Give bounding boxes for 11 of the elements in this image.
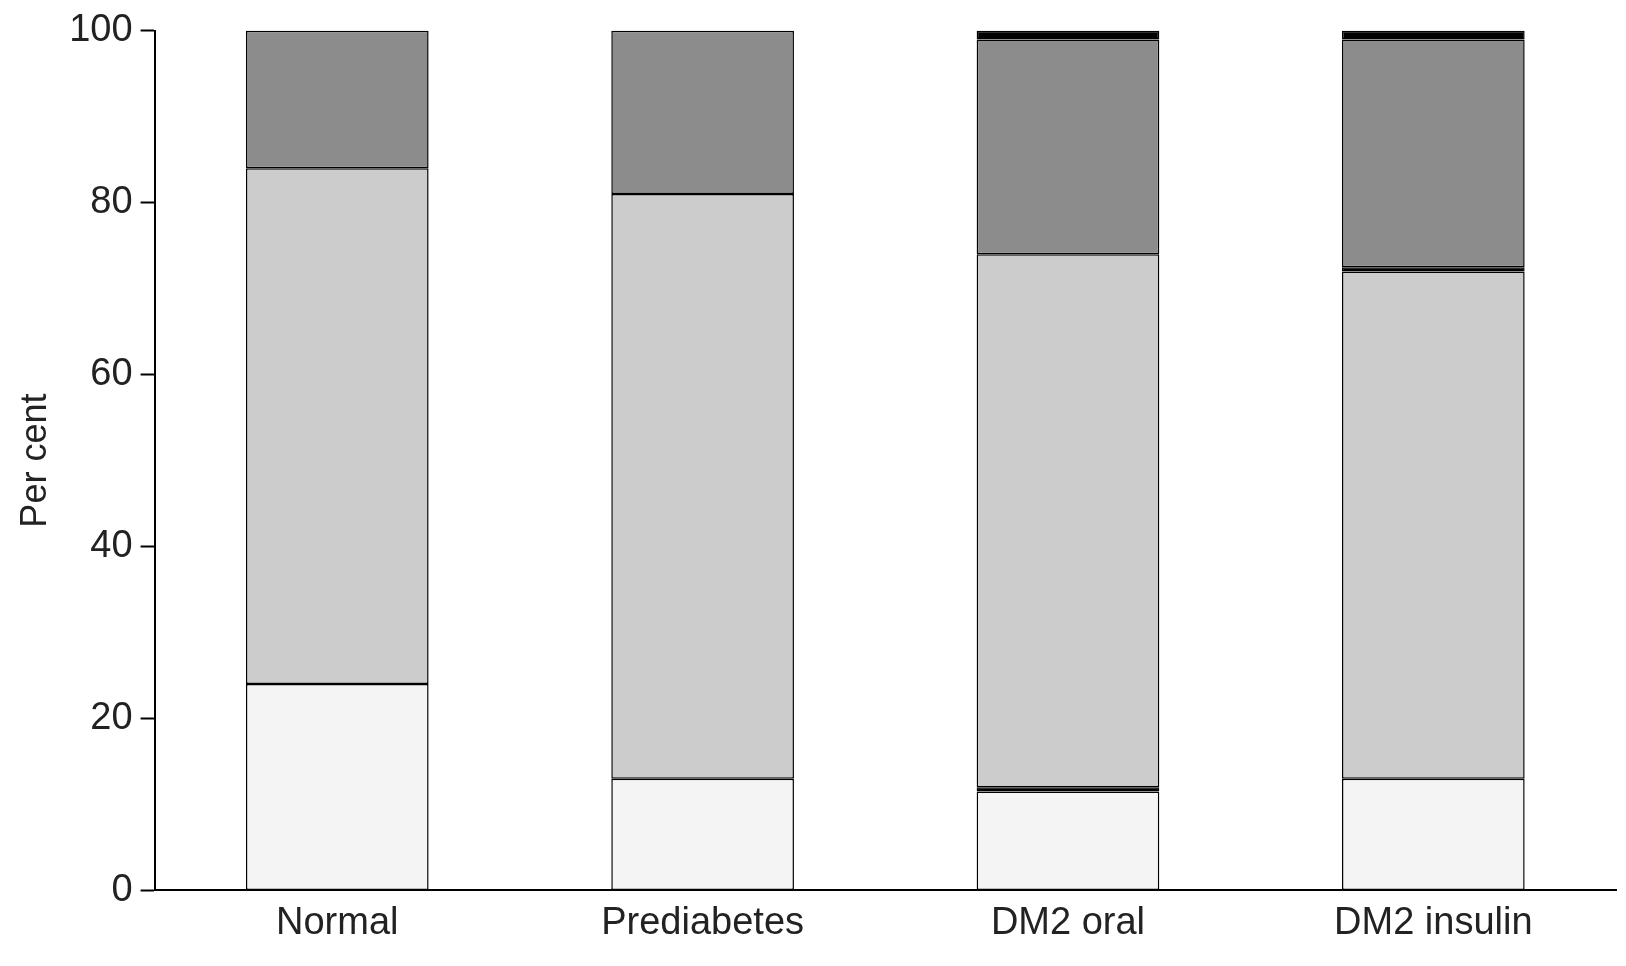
x-tick-label: DM2 oral [990,899,1146,942]
y-tick-label: 60 [90,351,133,394]
y-tick-label: 0 [111,866,133,909]
y-tick-label: 80 [90,179,133,222]
x-tick-label: Normal [276,899,399,942]
y-tick-label: 40 [90,523,133,566]
y-tick-label: 100 [69,7,133,50]
x-tick-label: Prediabetes [601,899,805,942]
y-axis-title: Per cent [12,393,54,528]
y-tick-label: 20 [90,694,133,737]
x-tick-label: DM2 insulin [1334,899,1533,942]
